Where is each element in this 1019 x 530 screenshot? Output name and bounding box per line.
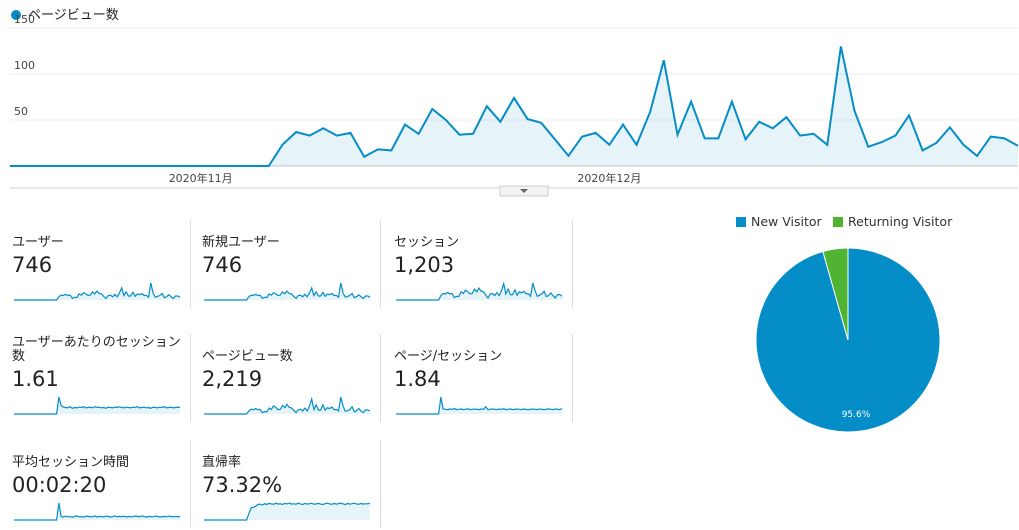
legend-label: Returning Visitor — [848, 214, 953, 229]
sparkline — [204, 396, 371, 415]
x-tick-label: 2020年12月 — [577, 171, 641, 185]
sparkline-line — [204, 502, 371, 521]
sparkline — [396, 281, 563, 301]
metric-label: ページ/セッション — [394, 349, 503, 364]
sparkline-line — [14, 282, 181, 301]
metric-card: ページ/セッション 1.84 — [394, 334, 573, 422]
y-tick-label: 50 — [14, 105, 28, 118]
metric-value: 1,203 — [394, 253, 455, 277]
metric-value: 00:02:20 — [12, 473, 107, 497]
legend-marker — [736, 217, 746, 227]
metric-label: セッション — [394, 235, 460, 250]
legend-marker — [833, 217, 843, 227]
sparkline-area — [14, 503, 180, 520]
sparkline — [14, 502, 181, 521]
metric-value: 746 — [202, 253, 243, 277]
sparkline-line — [204, 396, 371, 415]
sparkline-area — [14, 397, 180, 414]
metric-card: 平均セッション時間 00:02:20 — [12, 440, 191, 528]
y-tick-label: 150 — [14, 13, 35, 26]
metric-label: ユーザーあたりのセッション数 — [12, 335, 181, 364]
sparkline-area — [396, 397, 562, 414]
metric-label: ユーザー — [12, 235, 64, 250]
metric-label: 直帰率 — [202, 455, 242, 470]
sparkline-line — [14, 396, 181, 415]
sparkline — [14, 282, 181, 301]
metric-card: セッション 1,203 — [394, 220, 573, 308]
sparkline-line — [396, 396, 563, 415]
sparkline-line — [396, 281, 563, 301]
sparkline-area — [396, 283, 562, 300]
metric-value: 1.61 — [12, 367, 59, 391]
metric-label: 平均セッション時間 — [12, 455, 130, 470]
sparkline-line — [14, 502, 181, 521]
sparkline — [14, 396, 181, 415]
x-tick-label: 2020年11月 — [169, 171, 233, 185]
metric-card: ユーザー 746 — [12, 220, 191, 308]
metric-value: 746 — [12, 253, 53, 277]
legend-label: ページビュー数 — [28, 8, 119, 23]
metric-label: 新規ユーザー — [202, 235, 280, 250]
metric-card: 直帰率 73.32% — [202, 440, 381, 528]
metric-label: ページビュー数 — [202, 349, 293, 364]
legend-label: New Visitor — [751, 214, 823, 229]
sparkline-line — [204, 282, 371, 301]
metric-value: 73.32% — [202, 473, 283, 497]
metric-card: ページビュー数 2,219 — [202, 334, 381, 422]
sparkline-area — [204, 397, 370, 414]
metric-card: ユーザーあたりのセッション数 1.61 — [12, 334, 191, 422]
line — [10, 46, 1019, 167]
sparkline — [204, 282, 371, 301]
sparkline — [396, 396, 563, 415]
sparkline — [204, 502, 371, 521]
area — [10, 46, 1018, 166]
toggle-arrow — [520, 189, 528, 193]
pie-label: 95.6% — [842, 410, 871, 420]
y-tick-label: 100 — [14, 59, 35, 72]
metric-value: 1.84 — [394, 367, 441, 391]
metric-card: 新規ユーザー 746 — [202, 220, 381, 308]
metric-value: 2,219 — [202, 367, 263, 391]
pie-slice — [822, 247, 849, 341]
sparkline-area — [204, 503, 370, 520]
legend-marker — [11, 10, 21, 20]
